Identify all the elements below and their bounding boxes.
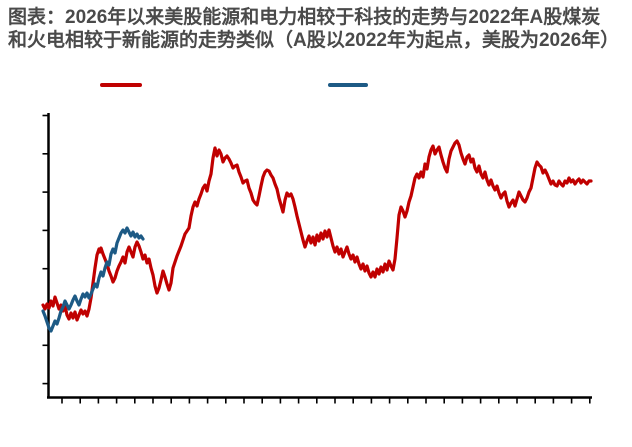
a-share-coal-thermal-vs-new-energy-line	[41, 226, 145, 333]
legend-red-line-swatch	[100, 83, 142, 87]
legend-blue-line-swatch	[328, 83, 368, 87]
chart-title-line1: 图表：2026年以来美股能源和电力相较于科技的走势与2022年A股煤炭	[8, 7, 601, 28]
chart-title: 图表：2026年以来美股能源和电力相较于科技的走势与2022年A股煤炭 和火电相…	[8, 6, 628, 52]
chart-title-line2: 和火电相较于新能源的走势类似（A股以2022年为起点，美股为2026年）	[8, 30, 620, 51]
us-energy-power-vs-tech-line	[41, 139, 593, 322]
